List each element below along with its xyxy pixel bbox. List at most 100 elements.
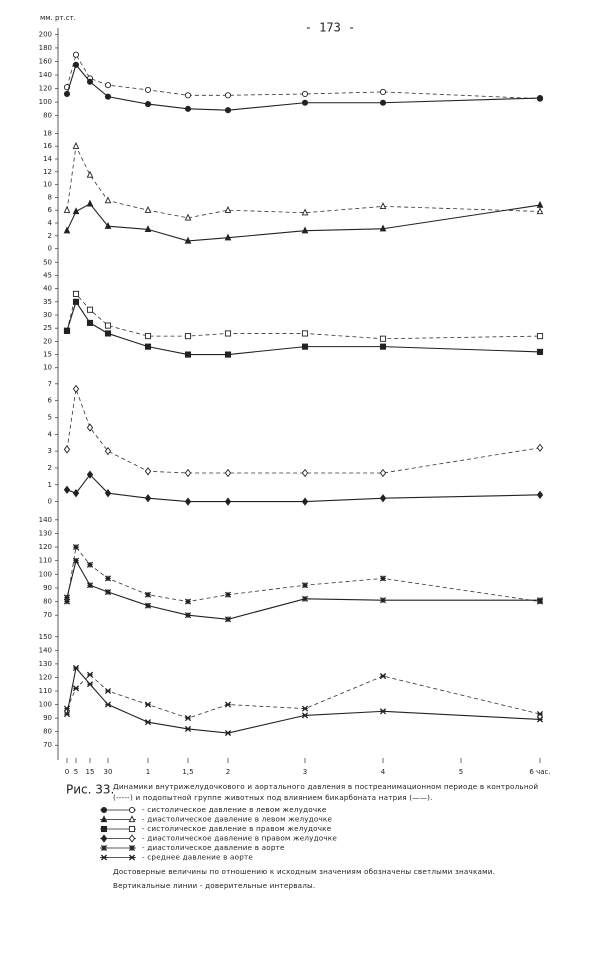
y-tick-label: 180 <box>39 44 52 52</box>
y-tick-label: 110 <box>39 557 52 565</box>
marker <box>301 705 309 712</box>
marker <box>536 200 544 208</box>
marker <box>301 208 309 216</box>
series-line <box>66 666 541 734</box>
series-line <box>66 674 541 719</box>
marker <box>224 729 232 737</box>
series-line <box>66 388 541 474</box>
marker <box>86 671 94 678</box>
y-tick-label: 5 <box>48 413 52 421</box>
note: Вертикальные линии - доверительные интер… <box>113 881 315 890</box>
marker <box>184 598 192 605</box>
y-tick-label: 14 <box>43 155 52 163</box>
y-tick-label: 4 <box>48 430 53 438</box>
marker <box>184 725 192 733</box>
x-tick-label: 0 <box>65 768 69 776</box>
legend-label: - диастолическое давление в аорте <box>142 843 285 852</box>
x-tick-label: 15 <box>86 768 95 776</box>
marker <box>128 806 136 814</box>
marker <box>104 489 112 498</box>
marker <box>184 92 192 99</box>
y-tick-label: 10 <box>43 364 52 372</box>
marker <box>184 105 192 112</box>
y-tick-label: 40 <box>43 285 52 293</box>
marker <box>536 490 544 499</box>
marker <box>63 485 71 494</box>
x-tick-label: 1,5 <box>182 768 193 776</box>
legend-label: - систолическое давление в правом желудо… <box>142 824 332 833</box>
marker <box>63 90 71 98</box>
marker <box>144 494 152 503</box>
legend-label: - среднее давление в аорте <box>142 853 253 862</box>
marker <box>379 708 387 715</box>
series-line <box>66 63 541 111</box>
marker <box>86 319 94 326</box>
marker <box>301 497 309 506</box>
y-tick-label: 100 <box>39 701 52 709</box>
y-tick-label: 140 <box>39 71 52 79</box>
marker <box>144 86 152 93</box>
caption-line: Динамики внутрижелудочкового и аортально… <box>113 782 538 791</box>
marker <box>86 78 94 85</box>
marker <box>104 575 112 582</box>
marker <box>63 594 71 601</box>
marker <box>72 51 80 58</box>
marker <box>72 298 80 305</box>
marker <box>100 834 108 843</box>
marker <box>128 834 136 843</box>
y-tick-label: 6 <box>48 206 53 214</box>
marker <box>224 92 232 99</box>
marker <box>184 715 192 722</box>
marker <box>224 497 232 506</box>
y-tick-label: 120 <box>39 673 52 681</box>
caption-line: (-----) и подопытной группе животных под… <box>113 793 433 802</box>
y-tick-label: 7 <box>48 380 52 388</box>
x-tick-label: 2 <box>226 768 230 776</box>
marker <box>144 101 152 108</box>
y-tick-label: 4 <box>48 219 53 227</box>
y-tick-label: 25 <box>43 324 52 332</box>
y-tick-label: 90 <box>43 714 52 722</box>
y-tick-label: 160 <box>39 57 52 65</box>
marker <box>100 854 108 861</box>
marker <box>72 61 80 68</box>
marker <box>224 205 232 213</box>
marker <box>104 322 112 329</box>
marker <box>72 664 80 672</box>
marker <box>104 446 112 456</box>
marker <box>184 497 192 506</box>
marker <box>224 233 232 241</box>
y-tick-label: 120 <box>39 543 52 551</box>
y-tick-label: 0 <box>48 498 52 506</box>
marker <box>379 494 387 503</box>
marker <box>224 701 232 708</box>
marker <box>301 712 309 719</box>
marker <box>104 588 112 596</box>
marker <box>72 557 80 564</box>
series-line <box>66 144 541 219</box>
y-tick-label: 80 <box>43 598 52 606</box>
x-tick-label: 4 <box>381 768 386 776</box>
marker <box>224 330 232 337</box>
marker <box>86 470 94 479</box>
marker <box>224 616 232 623</box>
marker <box>86 582 94 589</box>
y-tick-label: 130 <box>39 529 52 537</box>
marker <box>144 225 152 233</box>
marker <box>301 343 309 350</box>
marker <box>72 544 80 551</box>
y-tick-label: 10 <box>43 181 52 189</box>
y-tick-label: 200 <box>39 30 52 38</box>
series-line <box>66 559 540 620</box>
marker <box>536 348 544 355</box>
marker <box>63 445 71 454</box>
marker <box>86 681 94 688</box>
marker <box>379 575 387 582</box>
marker <box>301 595 309 602</box>
marker <box>63 327 71 334</box>
y-tick-label: 100 <box>39 570 52 578</box>
marker <box>536 94 544 102</box>
marker <box>224 107 232 114</box>
marker <box>144 205 152 213</box>
